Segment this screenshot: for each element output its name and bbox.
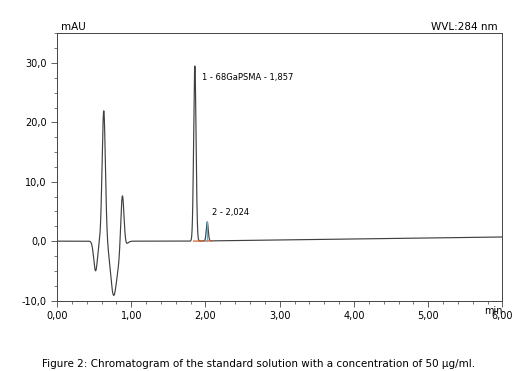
Text: 2 - 2,024: 2 - 2,024 — [212, 209, 249, 217]
Text: Figure 2: Chromatogram of the standard solution with a concentration of 50 μg/ml: Figure 2: Chromatogram of the standard s… — [42, 359, 476, 369]
Text: min: min — [484, 306, 502, 316]
Text: 1 - 68GaPSMA - 1,857: 1 - 68GaPSMA - 1,857 — [203, 73, 294, 82]
Text: mAU: mAU — [62, 22, 86, 32]
Text: WVL:284 nm: WVL:284 nm — [431, 22, 498, 32]
